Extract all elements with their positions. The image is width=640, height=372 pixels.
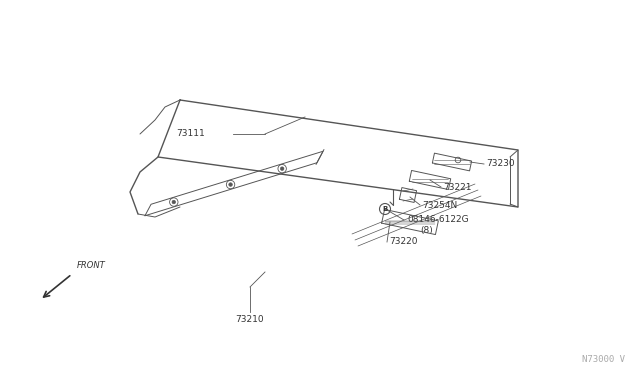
- Text: 73230: 73230: [486, 160, 515, 169]
- Text: 73221: 73221: [443, 183, 472, 192]
- Text: FRONT: FRONT: [77, 261, 106, 270]
- Text: B: B: [382, 206, 388, 212]
- Text: (8): (8): [420, 225, 433, 234]
- Text: 73210: 73210: [236, 315, 264, 324]
- Text: 73111: 73111: [176, 129, 205, 138]
- Text: N73000 V: N73000 V: [582, 355, 625, 364]
- Circle shape: [228, 183, 232, 186]
- Text: 73220: 73220: [389, 237, 417, 247]
- Circle shape: [280, 167, 284, 170]
- Text: 08146-6122G: 08146-6122G: [407, 215, 468, 224]
- Text: 73254N: 73254N: [422, 201, 457, 209]
- Circle shape: [172, 200, 175, 204]
